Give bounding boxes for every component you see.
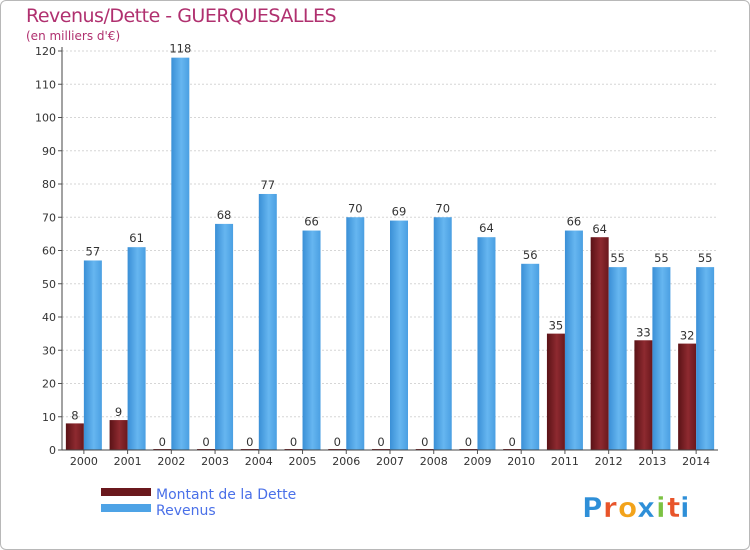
x-tick-label-2004: 2004 (245, 455, 273, 468)
value-label-debt-2009: 0 (465, 435, 472, 449)
y-tick-label: 100 (35, 112, 56, 125)
chart-subtitle: (en milliers d'€) (26, 29, 120, 43)
bars: 8 57 9 61 0 118 0 68 0 77 0 66 0 70 0 69 0 70 0 64 0 56 35 66 64… (65, 42, 715, 451)
value-label-debt-2002: 0 (159, 435, 166, 449)
value-label-revenus-2012: 55 (610, 251, 625, 265)
value-label-revenus-2009: 64 (479, 221, 494, 235)
x-tick-label-2007: 2007 (376, 455, 404, 468)
y-tick-label: 40 (42, 311, 56, 324)
value-label-revenus-2005: 66 (304, 215, 319, 229)
x-tick-label-2005: 2005 (289, 455, 317, 468)
x-tick-label-2002: 2002 (157, 455, 185, 468)
logo-letter: P (582, 491, 604, 524)
legend-swatch-debt (101, 488, 151, 496)
x-tick-label-2010: 2010 (507, 455, 535, 468)
value-label-revenus-2004: 77 (260, 178, 275, 192)
y-tick-label: 70 (42, 211, 56, 224)
y-tick-label: 30 (42, 344, 56, 357)
bar-debt-2012 (590, 237, 609, 450)
y-tick-label: 80 (42, 178, 56, 191)
x-tick-label-2008: 2008 (420, 455, 448, 468)
bar-debt-2011 (546, 333, 565, 450)
y-axis-ticks: 0 10 20 30 40 50 60 70 80 90 100 110 120 (35, 45, 62, 457)
bar-revenus-2008 (433, 217, 452, 450)
value-label-revenus-2010: 56 (523, 248, 538, 262)
value-label-debt-2014: 32 (680, 329, 695, 343)
value-label-debt-2010: 0 (509, 435, 516, 449)
logo-letter: i (656, 491, 667, 524)
value-label-revenus-2007: 69 (392, 205, 407, 219)
value-label-debt-2003: 0 (202, 435, 209, 449)
bar-debt-2014 (678, 343, 697, 450)
y-tick-label: 20 (42, 378, 56, 391)
logo-letter: t (667, 491, 681, 524)
bar-revenus-2007 (390, 220, 408, 450)
bar-revenus-2014 (696, 267, 715, 450)
x-tick-label-2011: 2011 (551, 455, 579, 468)
y-tick-label: 60 (42, 245, 56, 258)
x-tick-label-2001: 2001 (114, 455, 142, 468)
x-tick-label-2000: 2000 (70, 455, 98, 468)
value-label-revenus-2013: 55 (654, 251, 669, 265)
value-label-debt-2005: 0 (290, 435, 297, 449)
x-tick-label-2006: 2006 (332, 455, 360, 468)
bar-revenus-2003 (215, 223, 234, 450)
bar-revenus-2005 (302, 230, 321, 450)
bar-revenus-2013 (652, 267, 671, 450)
value-label-debt-2008: 0 (421, 435, 428, 449)
logo-letter: r (603, 491, 618, 524)
x-tick-label-2012: 2012 (595, 455, 623, 468)
bar-revenus-2006 (346, 217, 365, 450)
value-label-debt-2007: 0 (377, 435, 384, 449)
logo-letter: o (618, 491, 638, 524)
chart-title: Revenus/Dette - GUERQUESALLES (26, 5, 336, 27)
y-tick-label: 120 (35, 45, 56, 58)
bar-debt-2001 (109, 420, 128, 450)
value-label-debt-2004: 0 (246, 435, 253, 449)
y-tick-label: 110 (35, 78, 56, 91)
value-label-revenus-2001: 61 (129, 231, 144, 245)
y-tick-label: 50 (42, 278, 56, 291)
x-tick-label-2003: 2003 (201, 455, 229, 468)
bar-revenus-2009 (477, 237, 496, 450)
bar-revenus-2012 (608, 267, 627, 450)
bar-revenus-2000 (83, 260, 102, 450)
logo-letter: x (637, 491, 656, 524)
y-tick-label: 10 (42, 411, 56, 424)
bar-debt-2000 (65, 423, 84, 450)
value-label-debt-2000: 8 (71, 408, 78, 422)
x-tick-label-2013: 2013 (638, 455, 666, 468)
value-label-revenus-2008: 70 (435, 201, 450, 215)
x-tick-label-2014: 2014 (682, 455, 710, 468)
axes (61, 47, 718, 451)
value-label-debt-2011: 35 (549, 319, 564, 333)
x-axis-ticks: 2000 2001 2002 2003 2004 2005 2006 2007 2008 2009… (70, 450, 710, 468)
bar-debt-2013 (634, 340, 653, 450)
value-label-revenus-2006: 70 (348, 201, 363, 215)
legend-label-revenus: Revenus (156, 503, 216, 519)
legend-label-debt: Montant de la Dette (156, 487, 296, 503)
value-label-revenus-2002: 118 (169, 42, 191, 56)
value-label-debt-2012: 64 (592, 222, 607, 236)
logo-letter: i (680, 491, 691, 524)
value-label-revenus-2003: 68 (217, 208, 232, 222)
bar-revenus-2011 (564, 230, 583, 450)
value-label-debt-2001: 9 (115, 405, 122, 419)
bar-revenus-2004 (258, 193, 277, 450)
value-label-debt-2006: 0 (334, 435, 341, 449)
value-label-revenus-2014: 55 (698, 251, 713, 265)
bar-revenus-2001 (127, 247, 146, 450)
bar-revenus-2002 (171, 57, 190, 451)
y-tick-label: 90 (42, 145, 56, 158)
value-label-revenus-2011: 66 (567, 215, 582, 229)
x-tick-label-2009: 2009 (463, 455, 491, 468)
value-label-revenus-2000: 57 (86, 244, 101, 258)
legend: Montant de la Dette Revenus (101, 487, 296, 519)
legend-swatch-revenus (101, 504, 151, 512)
value-label-debt-2013: 33 (636, 325, 651, 339)
bar-revenus-2010 (521, 263, 540, 450)
y-tick-label: 0 (49, 444, 56, 457)
